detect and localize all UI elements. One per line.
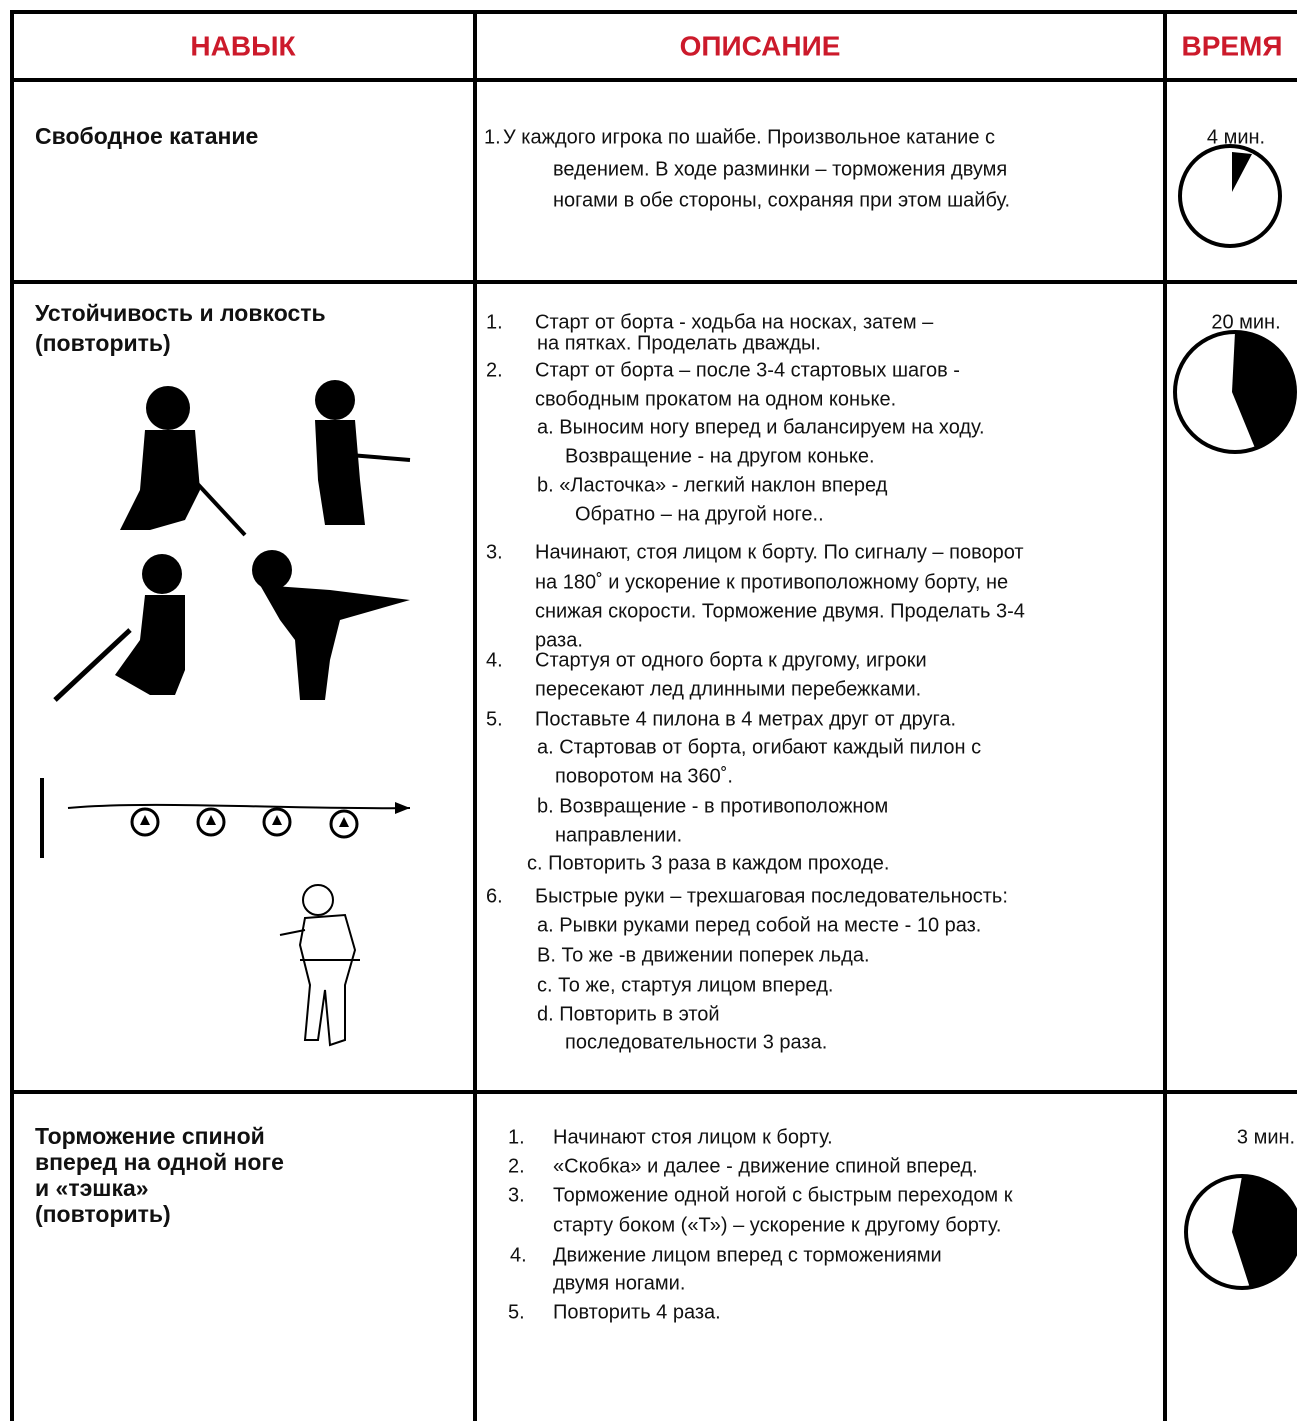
description-line: Возвращение - на другом коньке. (565, 445, 875, 467)
description-line: ногами в обе стороны, сохраняя при этом … (553, 189, 1010, 211)
description-line: d. Повторить в этой (537, 1003, 720, 1025)
item-number: 3. (486, 541, 503, 563)
pylon-diagram (40, 778, 411, 858)
description-line: старту боком («Т») – ускорение к другому… (553, 1214, 1001, 1236)
description-line: Стартуя от одного борта к другому, игрок… (535, 649, 927, 671)
description-line: a. Стартовав от борта, огибают каждый пи… (537, 736, 981, 758)
item-number: 4. (486, 649, 503, 671)
skill-name: вперед на одной ноге (35, 1149, 284, 1175)
item-number: 5. (508, 1301, 525, 1323)
header-cell: НАВЫК (190, 30, 296, 61)
description-line: Поставьте 4 пилона в 4 метрах друг от др… (535, 708, 956, 730)
item-number: 2. (508, 1155, 525, 1177)
item-number: 1. (486, 311, 503, 333)
description-line: b. «Ласточка» - легкий наклон вперед (537, 474, 888, 496)
description-line: раза. (535, 629, 583, 651)
description-line: a. Выносим ногу вперед и балансируем на … (537, 416, 985, 438)
clock-icon (1178, 144, 1282, 248)
skill-name: и «тэшка» (35, 1175, 149, 1201)
description-line: Обратно – на другой ноге.. (575, 503, 824, 525)
skill-name: (повторить) (35, 1201, 171, 1227)
description-line: c. Повторить 3 раза в каждом проходе. (527, 852, 889, 874)
clock-icon (1184, 1174, 1297, 1290)
description-line: Старт от борта – после 3-4 стартовых шаг… (535, 359, 960, 381)
item-number: 5. (486, 708, 503, 730)
time-label: 20 мин. (1211, 311, 1280, 333)
player-drawing (279, 884, 360, 1047)
clock-icon (1173, 330, 1297, 454)
skill-name: (повторить) (35, 330, 171, 356)
description-line: Старт от борта - ходьба на носках, затем… (535, 311, 934, 333)
time-label: 4 мин. (1207, 126, 1265, 148)
description-line: снижая скорости. Торможение двумя. Проде… (535, 600, 1025, 622)
skill-name: Свободное катание (35, 123, 258, 149)
description-line: последовательности 3 раза. (565, 1031, 827, 1053)
description-line: Торможение одной ногой с быстрым переход… (553, 1184, 1013, 1206)
player-silhouettes (53, 380, 411, 702)
description-line: ведением. В ходе разминки – торможения д… (553, 158, 1007, 180)
description-line: на пятках. Проделать дважды. (537, 332, 821, 354)
item-number: 2. (486, 359, 503, 381)
item-number: 3. (508, 1184, 525, 1206)
description-line: «Скобка» и далее - движение спиной впере… (553, 1155, 978, 1177)
header-cell: ВРЕМЯ (1181, 30, 1282, 61)
description-line: Повторить 4 раза. (553, 1301, 721, 1323)
description-line: Движение лицом вперед с торможениями (553, 1244, 942, 1266)
description-line: на 180˚ и ускорение к противоположному б… (535, 571, 1008, 593)
header-cell: ОПИСАНИЕ (680, 30, 841, 61)
description-line: свободным прокатом на одном коньке. (535, 388, 896, 410)
description-line: двумя ногами. (553, 1272, 685, 1294)
description-line: b. Возвращение - в противоположном (537, 795, 888, 817)
description-line: Быстрые руки – трехшаговая последователь… (535, 885, 1008, 907)
description-line: Начинают стоя лицом к борту. (553, 1126, 833, 1148)
skill-name: Устойчивость и ловкость (35, 300, 326, 326)
item-number: 6. (486, 885, 503, 907)
item-number: 1. (484, 126, 501, 148)
time-label: 3 мин. (1237, 1126, 1295, 1148)
description-line: a. Рывки руками перед собой на месте - 1… (537, 914, 981, 936)
item-number: 4. (510, 1244, 527, 1266)
description-line: У каждого игрока по шайбе. Произвольное … (503, 126, 995, 148)
description-line: направлении. (555, 824, 682, 846)
description-line: Начинают, стоя лицом к борту. По сигналу… (535, 541, 1024, 563)
description-line: c. То же, стартуя лицом вперед. (537, 974, 833, 996)
skill-name: Торможение спиной (35, 1123, 265, 1149)
description-line: пересекают лед длинными перебежками. (535, 678, 921, 700)
item-number: 1. (508, 1126, 525, 1148)
table-borders (10, 10, 1297, 1421)
description-line: поворотом на 360˚. (555, 765, 733, 787)
description-line: B. То же -в движении поперек льда. (537, 944, 870, 966)
